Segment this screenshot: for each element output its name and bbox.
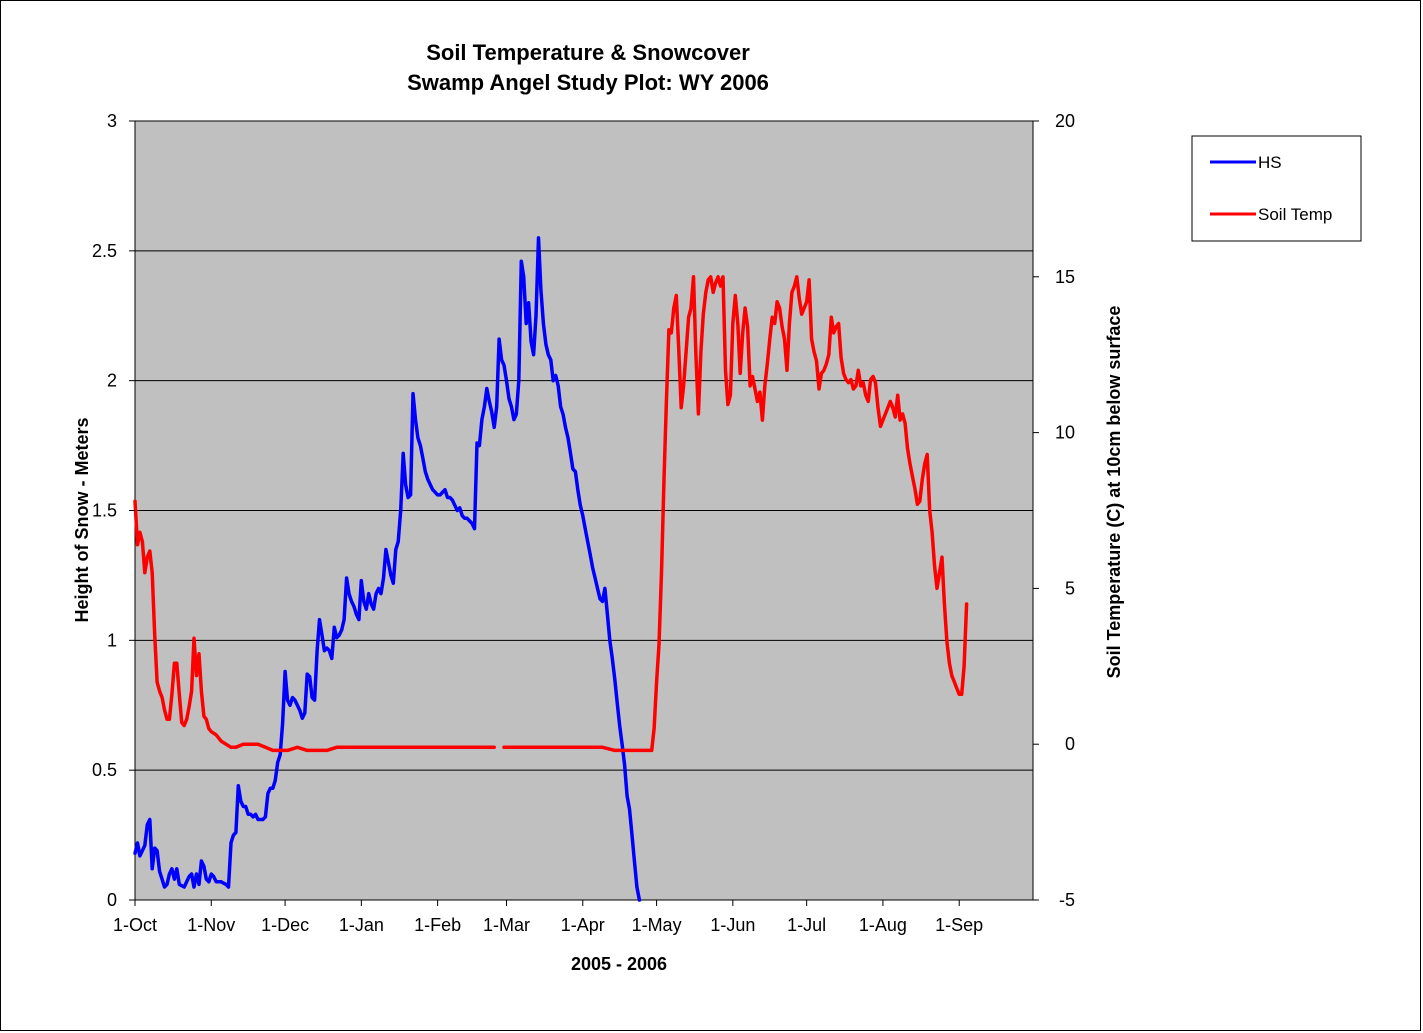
series-line-hs [133, 236, 642, 902]
x-tick-label-2: 1-Dec [261, 915, 309, 935]
series-line-soil-temp-0 [133, 499, 496, 753]
y2-tick-label-2: 5 [1065, 578, 1075, 598]
x-tick-label-8: 1-Jun [710, 915, 755, 935]
x-tick-label-10: 1-Aug [859, 915, 907, 935]
series-layer [133, 236, 969, 902]
legend-label-soil-temp: Soil Temp [1258, 205, 1332, 224]
chart-subtitle: Swamp Angel Study Plot: WY 2006 [407, 70, 769, 95]
y2-tick-label-1: 0 [1065, 734, 1075, 754]
y-tick-label-3: 1.5 [92, 501, 117, 521]
x-tick-label-0: 1-Oct [113, 915, 157, 935]
y-tick-label-5: 2.5 [92, 241, 117, 261]
y-axis-label: Height of Snow - Meters [72, 417, 92, 622]
chart-title: Soil Temperature & Snowcover [426, 40, 750, 65]
y-tick-label-2: 1 [107, 630, 117, 650]
x-tick-label-6: 1-Apr [561, 915, 605, 935]
x-tick-label-4: 1-Feb [414, 915, 461, 935]
y-tick-label-1: 0.5 [92, 760, 117, 780]
legend-label-hs: HS [1258, 153, 1282, 172]
gridlines [135, 250, 1033, 771]
y2-axis-label: Soil Temperature (C) at 10cm below surfa… [1104, 306, 1124, 679]
x-axis-label: 2005 - 2006 [571, 954, 667, 974]
y2-tick-label-4: 15 [1055, 267, 1075, 287]
x-tick-label-9: 1-Jul [787, 915, 826, 935]
y-tick-label-6: 3 [107, 111, 117, 131]
y2-tick-label-5: 20 [1055, 111, 1075, 131]
x-tick-label-1: 1-Nov [187, 915, 235, 935]
legend-box [1191, 135, 1362, 242]
tick-layer: 0 0.5 1 1.5 2 2.5 3 -5 0 5 10 15 20 1-Oct 1-Nov 1-Dec 1-… [92, 111, 1075, 935]
y2-tick-label-3: 10 [1055, 423, 1075, 443]
series-line-soil-temp-1 [502, 275, 969, 753]
x-tick-label-5: 1-Mar [483, 915, 530, 935]
y-tick-label-4: 2 [107, 371, 117, 391]
legend: HS Soil Temp [1191, 135, 1362, 242]
x-tick-label-11: 1-Sep [935, 915, 983, 935]
x-tick-label-3: 1-Jan [339, 915, 384, 935]
y2-tick-label-0: -5 [1059, 890, 1075, 910]
x-tick-label-7: 1-May [632, 915, 682, 935]
y-tick-label-0: 0 [107, 890, 117, 910]
